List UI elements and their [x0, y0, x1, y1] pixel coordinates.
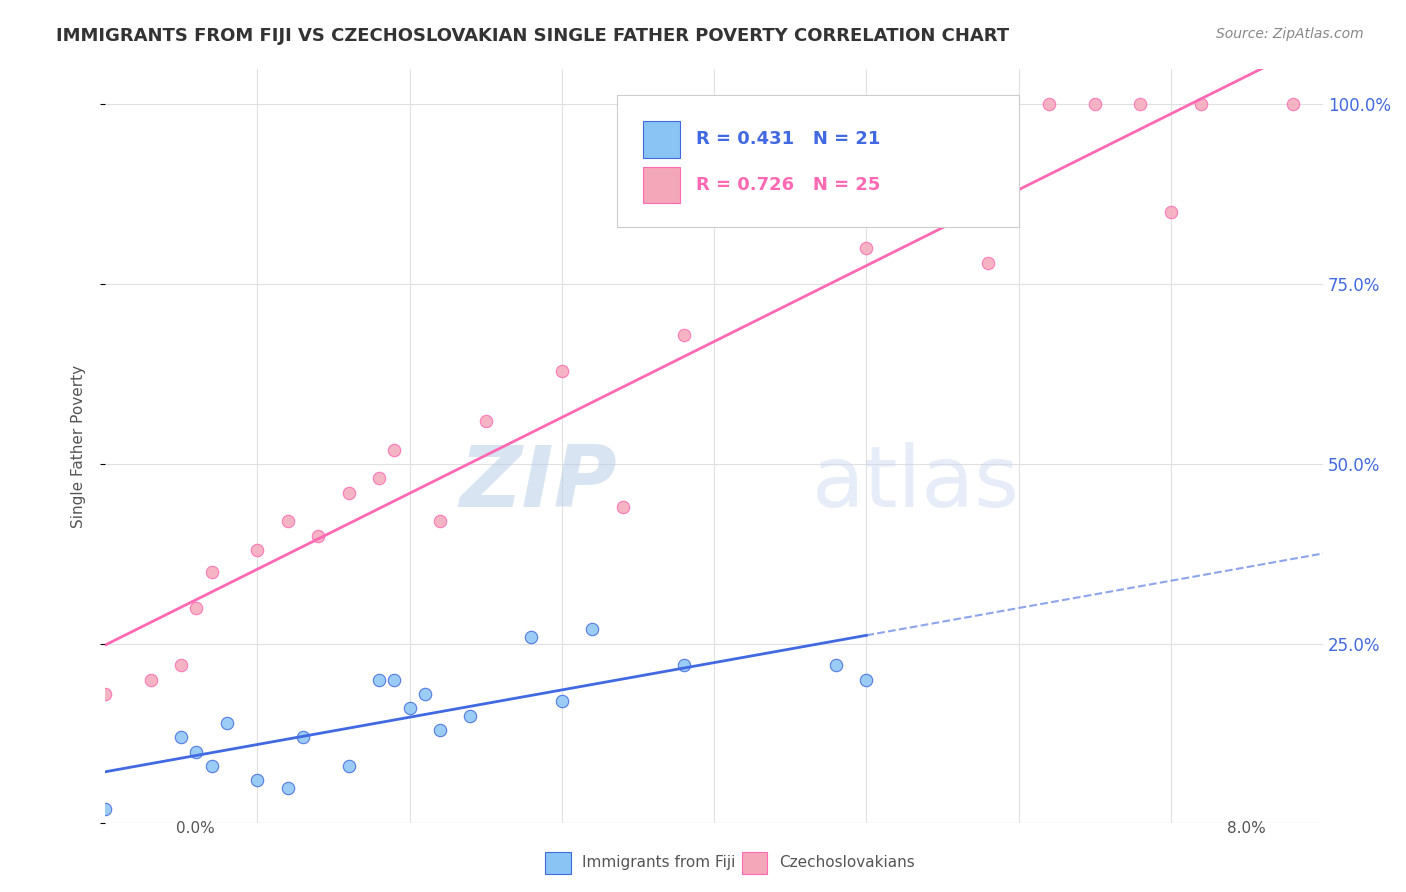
Text: Immigrants from Fiji: Immigrants from Fiji	[582, 855, 735, 871]
FancyBboxPatch shape	[644, 167, 681, 202]
Text: ZIP: ZIP	[458, 442, 617, 525]
Point	[337, 485, 360, 500]
FancyBboxPatch shape	[617, 95, 1018, 227]
Point	[398, 701, 420, 715]
Point	[429, 723, 451, 737]
Point	[1084, 97, 1107, 112]
Text: atlas: atlas	[811, 442, 1019, 525]
Point	[337, 759, 360, 773]
Point	[1281, 97, 1303, 112]
Point	[200, 759, 222, 773]
Point	[246, 773, 269, 788]
Point	[825, 658, 848, 673]
Point	[170, 658, 193, 673]
Text: 0.0%: 0.0%	[176, 821, 215, 836]
Text: Source: ZipAtlas.com: Source: ZipAtlas.com	[1216, 27, 1364, 41]
Point	[277, 515, 299, 529]
Point	[672, 658, 695, 673]
Point	[855, 673, 877, 687]
Point	[139, 673, 162, 687]
Point	[520, 630, 543, 644]
Point	[855, 241, 877, 255]
Point	[291, 730, 314, 744]
Text: R = 0.431   N = 21: R = 0.431 N = 21	[696, 130, 880, 148]
Point	[1038, 97, 1060, 112]
Point	[382, 442, 405, 457]
Point	[429, 515, 451, 529]
Point	[246, 543, 269, 558]
Point	[551, 694, 574, 708]
Point	[1129, 97, 1152, 112]
Point	[186, 745, 208, 759]
Text: IMMIGRANTS FROM FIJI VS CZECHOSLOVAKIAN SINGLE FATHER POVERTY CORRELATION CHART: IMMIGRANTS FROM FIJI VS CZECHOSLOVAKIAN …	[56, 27, 1010, 45]
Point	[581, 623, 603, 637]
Point	[200, 565, 222, 579]
Point	[1160, 205, 1182, 219]
Text: Czechoslovakians: Czechoslovakians	[779, 855, 914, 871]
Text: 8.0%: 8.0%	[1226, 821, 1265, 836]
Point	[474, 414, 496, 428]
Point	[460, 708, 482, 723]
Point	[368, 673, 391, 687]
Point	[612, 500, 634, 515]
Point	[763, 205, 786, 219]
Point	[215, 715, 238, 730]
Point	[186, 600, 208, 615]
Point	[307, 529, 329, 543]
Point	[94, 802, 117, 816]
Point	[94, 687, 117, 701]
Point	[382, 673, 405, 687]
Point	[1189, 97, 1212, 112]
Point	[368, 471, 391, 485]
Point	[170, 730, 193, 744]
FancyBboxPatch shape	[644, 121, 681, 158]
Point	[551, 363, 574, 377]
Point	[977, 255, 1000, 269]
Point	[413, 687, 436, 701]
Y-axis label: Single Father Poverty: Single Father Poverty	[72, 365, 86, 527]
Text: R = 0.726   N = 25: R = 0.726 N = 25	[696, 176, 880, 194]
Point	[672, 327, 695, 342]
Point	[277, 780, 299, 795]
